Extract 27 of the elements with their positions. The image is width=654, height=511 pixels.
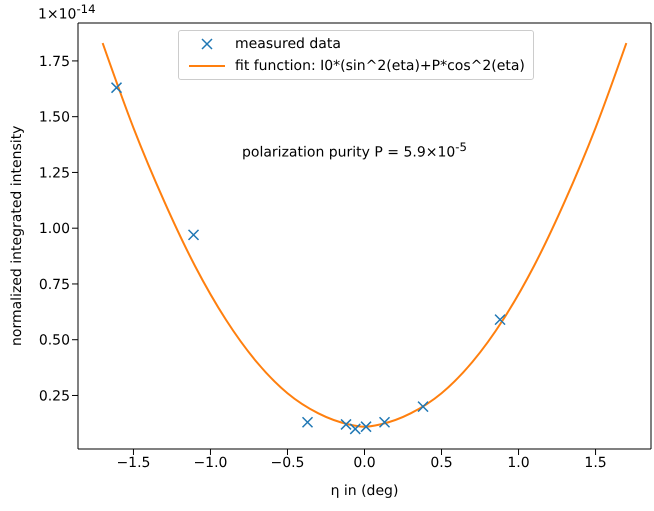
x-tick-label: −1.5 — [116, 454, 150, 471]
x-tick-label: −1.0 — [193, 454, 228, 471]
y-tick-label: 0.25 — [38, 388, 70, 404]
legend-label: measured data — [235, 36, 341, 52]
legend-label: fit function: I0*(sin^2(eta)+P*cos^2(eta) — [235, 58, 525, 74]
text: 1×10$^{-14}$ — [38, 2, 96, 23]
point — [110, 82, 122, 94]
x-tick-label: 0.5 — [430, 454, 453, 471]
y-tick-label: 1.75 — [38, 54, 70, 70]
y-tick-label: 0.50 — [38, 332, 70, 349]
y-axis-title: normalized integrated intensity — [8, 126, 25, 346]
y-tick-label: 0.75 — [38, 276, 70, 293]
point — [340, 418, 352, 430]
x-tick-label: 1.0 — [507, 454, 530, 471]
y-tick-label: 1.50 — [38, 110, 70, 126]
y-tick-label: 1.00 — [38, 221, 70, 238]
annotation: polarization purity P = 5.9×10$^{-5}$ — [242, 140, 467, 161]
point — [378, 416, 390, 428]
point — [417, 400, 429, 412]
point — [302, 416, 314, 428]
y-tick-label: 1.25 — [38, 165, 70, 182]
x-tick-label: 0.0 — [353, 454, 376, 471]
point — [188, 229, 200, 241]
x-axis-title: η in (deg) — [330, 483, 398, 499]
x-tick-label: 1.5 — [584, 454, 607, 471]
x-tick-label: −0.5 — [270, 454, 304, 471]
point — [494, 314, 506, 326]
